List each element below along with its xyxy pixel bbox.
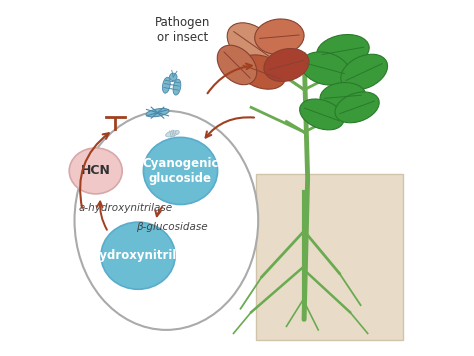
Ellipse shape xyxy=(163,77,170,93)
Text: Pathogen
or insect: Pathogen or insect xyxy=(155,16,210,44)
Ellipse shape xyxy=(173,79,181,95)
Ellipse shape xyxy=(74,111,258,330)
Ellipse shape xyxy=(227,23,275,65)
Ellipse shape xyxy=(264,48,309,82)
Text: a-hydroxynitrilase: a-hydroxynitrilase xyxy=(79,203,173,213)
Ellipse shape xyxy=(165,131,178,137)
Ellipse shape xyxy=(146,109,169,117)
Ellipse shape xyxy=(217,45,257,85)
Ellipse shape xyxy=(341,54,388,90)
Ellipse shape xyxy=(335,92,379,123)
Ellipse shape xyxy=(317,35,369,67)
Ellipse shape xyxy=(300,99,344,130)
FancyBboxPatch shape xyxy=(256,174,403,340)
Ellipse shape xyxy=(255,19,304,54)
Ellipse shape xyxy=(144,137,218,204)
Ellipse shape xyxy=(301,52,349,85)
Ellipse shape xyxy=(69,148,122,194)
Text: HCN: HCN xyxy=(81,164,110,177)
Text: β-glucosidase: β-glucosidase xyxy=(136,222,208,232)
Text: Cyanogenic
glucoside: Cyanogenic glucoside xyxy=(142,157,219,185)
Circle shape xyxy=(175,130,179,134)
Circle shape xyxy=(170,73,177,81)
Ellipse shape xyxy=(320,83,366,111)
Text: hydroxynitrile: hydroxynitrile xyxy=(91,249,185,262)
Ellipse shape xyxy=(101,222,175,289)
Ellipse shape xyxy=(238,55,286,89)
